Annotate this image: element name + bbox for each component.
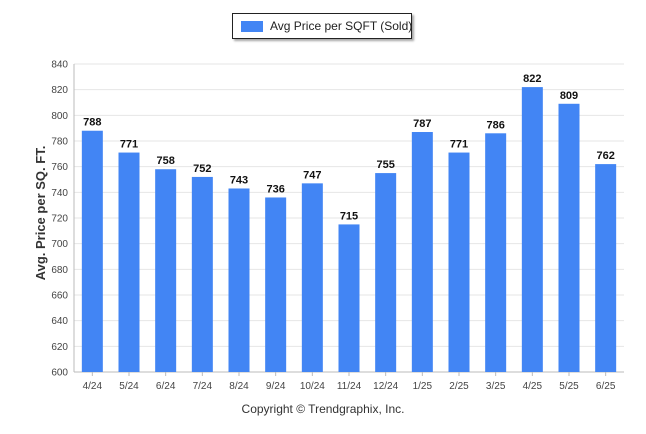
bar — [155, 169, 177, 372]
data-label: 771 — [450, 139, 468, 151]
x-tick-label: 4/24 — [83, 381, 103, 392]
y-tick-label: 780 — [51, 137, 68, 148]
legend-label: Avg Price per SQFT (Sold) — [270, 19, 413, 33]
bar — [375, 173, 397, 372]
x-tick-label: 11/24 — [337, 381, 362, 392]
x-tick-label: 6/24 — [156, 381, 176, 392]
y-tick-label: 800 — [51, 111, 68, 122]
x-tick-label: 8/24 — [229, 381, 249, 392]
data-label: 752 — [193, 163, 211, 175]
y-tick-label: 680 — [51, 265, 68, 276]
data-label: 771 — [120, 139, 138, 151]
bar — [448, 152, 470, 372]
bar — [595, 164, 617, 372]
bar — [118, 152, 140, 372]
bar — [338, 224, 360, 372]
x-tick-label: 4/25 — [523, 381, 543, 392]
data-label: 736 — [266, 183, 284, 195]
data-label: 715 — [340, 210, 358, 222]
y-tick-label: 700 — [51, 239, 68, 250]
data-label: 755 — [376, 159, 394, 171]
data-label: 743 — [230, 174, 248, 186]
bar — [228, 188, 250, 372]
bar — [558, 103, 580, 373]
bar — [521, 87, 543, 372]
bar — [81, 130, 103, 372]
x-tick-label: 5/24 — [119, 381, 139, 392]
legend[interactable]: Avg Price per SQFT (Sold) — [232, 13, 412, 39]
y-tick-label: 840 — [51, 60, 68, 71]
data-label: 788 — [83, 117, 101, 129]
x-tick-label: 12/24 — [373, 381, 398, 392]
y-tick-label: 620 — [51, 342, 68, 353]
data-label: 822 — [523, 73, 541, 85]
y-tick-label: 760 — [51, 162, 68, 173]
data-label: 758 — [156, 155, 174, 167]
bar — [485, 133, 507, 372]
bar — [191, 176, 213, 372]
bar — [411, 132, 433, 372]
bar — [301, 183, 323, 372]
data-label: 809 — [560, 90, 578, 102]
x-tick-label: 9/24 — [266, 381, 286, 392]
y-tick-label: 740 — [51, 188, 68, 199]
y-tick-label: 660 — [51, 291, 68, 302]
x-tick-label: 3/25 — [486, 381, 506, 392]
x-tick-label: 1/25 — [413, 381, 433, 392]
x-tick-label: 5/25 — [559, 381, 579, 392]
x-tick-label: 2/25 — [449, 381, 469, 392]
data-label: 787 — [413, 118, 431, 130]
x-tick-label: 7/24 — [193, 381, 213, 392]
y-tick-label: 600 — [51, 368, 68, 379]
y-tick-label: 820 — [51, 85, 68, 96]
data-label: 747 — [303, 169, 321, 181]
data-label: 786 — [486, 119, 504, 131]
y-tick-label: 640 — [51, 316, 68, 327]
legend-swatch — [241, 21, 263, 32]
data-label: 762 — [596, 150, 614, 162]
y-tick-label: 720 — [51, 214, 68, 225]
copyright-footer: Copyright © Trendgraphix, Inc. — [241, 402, 405, 416]
x-tick-label: 6/25 — [596, 381, 616, 392]
x-tick-label: 10/24 — [300, 381, 325, 392]
bar — [265, 197, 287, 372]
